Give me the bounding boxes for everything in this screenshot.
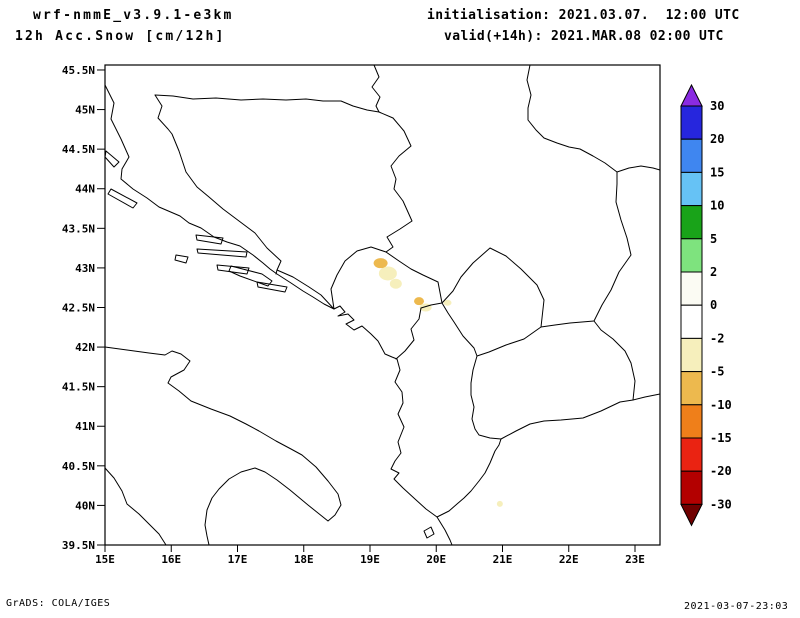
border-sava-north bbox=[155, 95, 393, 118]
lon-tick-label: 23E bbox=[625, 553, 645, 566]
colorbar-segment bbox=[681, 438, 702, 471]
border-montenegro-albania bbox=[396, 303, 442, 359]
colorbar-segment bbox=[681, 338, 702, 371]
border-albania-macedonia bbox=[471, 356, 501, 439]
border-croatia-bosnia-west bbox=[155, 95, 281, 274]
lon-tick-label: 22E bbox=[559, 553, 579, 566]
lat-tick-label: 40N bbox=[75, 499, 95, 512]
island-corfu bbox=[424, 527, 434, 538]
map-frame bbox=[105, 65, 660, 545]
colorbar-arrow-bottom bbox=[681, 504, 702, 525]
colorbar-segment bbox=[681, 305, 702, 338]
colorbar-segment bbox=[681, 405, 702, 438]
colorbar-segment bbox=[681, 239, 702, 272]
border-macedonia-serbia bbox=[541, 321, 594, 327]
lat-tick-label: 40.5N bbox=[62, 460, 95, 473]
island-vis bbox=[175, 255, 188, 263]
colorbar-tick-label: 2 bbox=[710, 265, 717, 279]
snow-patch bbox=[374, 258, 388, 268]
lat-tick-label: 43.5N bbox=[62, 222, 95, 235]
lat-tick-label: 44N bbox=[75, 183, 95, 196]
lon-tick-label: 21E bbox=[493, 553, 513, 566]
border-croatia-serbia-danube bbox=[372, 65, 380, 112]
colorbar-segment bbox=[681, 206, 702, 239]
plot-timestamp: 2021-03-07-23:03 bbox=[684, 601, 788, 612]
colorbar-tick-label: -5 bbox=[710, 365, 724, 379]
lat-tick-label: 42N bbox=[75, 341, 95, 354]
colorbar-arrow-top bbox=[681, 85, 702, 106]
colorbar-segment bbox=[681, 106, 702, 139]
colorbar-tick-label: -10 bbox=[710, 398, 732, 412]
lon-tick-label: 15E bbox=[95, 553, 115, 566]
colorbar-segment bbox=[681, 471, 702, 504]
coastline-italy-tyrrhenian bbox=[105, 468, 166, 545]
island-brac bbox=[196, 235, 223, 244]
colorbar-tick-label: -20 bbox=[710, 464, 732, 478]
coastline-east-adriatic bbox=[105, 85, 452, 545]
lat-tick-label: 45.5N bbox=[62, 64, 95, 77]
lat-tick-label: 39.5N bbox=[62, 539, 95, 552]
border-serbia-bulgaria bbox=[594, 172, 631, 321]
island-hvar bbox=[197, 249, 247, 257]
lat-tick-label: 41.5N bbox=[62, 381, 95, 394]
lon-tick-label: 20E bbox=[426, 553, 446, 566]
coastline-border-layer bbox=[105, 65, 660, 545]
colorbar-tick-label: 10 bbox=[710, 199, 724, 213]
grads-weather-plot-page: { "header": { "model": "wrf-nmmE_v3.9.1-… bbox=[0, 0, 800, 618]
border-albania-greece bbox=[437, 439, 501, 517]
lat-tick-label: 43N bbox=[75, 262, 95, 275]
border-bosnia-montenegro bbox=[331, 247, 386, 309]
colorbar-segment bbox=[681, 172, 702, 205]
colorbar-tick-label: 15 bbox=[710, 165, 724, 179]
snow-patch bbox=[390, 279, 402, 289]
snow-patch bbox=[414, 297, 424, 305]
lon-tick-label: 18E bbox=[294, 553, 314, 566]
border-macedonia-greece bbox=[501, 400, 633, 439]
grads-credit: GrADS: COLA/IGES bbox=[6, 598, 110, 609]
colorbar-tick-label: -15 bbox=[710, 431, 732, 445]
colorbar-tick-label: 5 bbox=[710, 232, 717, 246]
colorbar-segment bbox=[681, 139, 702, 172]
border-kosovo bbox=[442, 248, 544, 356]
colorbar-tick-label: 0 bbox=[710, 298, 717, 312]
lat-tick-label: 41N bbox=[75, 420, 95, 433]
lon-tick-label: 19E bbox=[360, 553, 380, 566]
colorbar-tick-label: 30 bbox=[710, 99, 724, 113]
island-pag bbox=[105, 151, 119, 167]
border-serbia-romania-danube bbox=[617, 166, 660, 172]
colorbar-segment bbox=[681, 372, 702, 405]
snow-patch bbox=[497, 501, 503, 507]
border-greece-bulgaria bbox=[633, 394, 660, 400]
lat-tick-label: 44.5N bbox=[62, 143, 95, 156]
weather-map-plot: 45.5N 45N 44.5N 44N 43.5N 43N 42.5N 42N 41.5N 41N… bbox=[0, 0, 800, 618]
island-dugi-otok bbox=[108, 189, 137, 208]
lon-tick-label: 17E bbox=[228, 553, 248, 566]
lat-tick-label: 42.5N bbox=[62, 301, 95, 314]
colorbar: 30201510520-2-5-10-15-20-30 bbox=[681, 85, 732, 525]
lat-tick-label: 45N bbox=[75, 104, 95, 117]
colorbar-tick-label: -2 bbox=[710, 331, 724, 345]
colorbar-tick-label: -30 bbox=[710, 497, 732, 511]
border-serbia-romania-north bbox=[527, 65, 617, 172]
border-macedonia-bulgaria bbox=[594, 321, 635, 400]
axes-layer: 45.5N 45N 44.5N 44N 43.5N 43N 42.5N 42N 41.5N 41N… bbox=[62, 64, 645, 566]
colorbar-segment bbox=[681, 272, 702, 305]
border-bosnia-serbia-drina bbox=[386, 118, 412, 252]
snow-patch bbox=[379, 266, 397, 280]
colorbar-tick-label: 20 bbox=[710, 132, 724, 146]
lon-tick-label: 16E bbox=[161, 553, 181, 566]
